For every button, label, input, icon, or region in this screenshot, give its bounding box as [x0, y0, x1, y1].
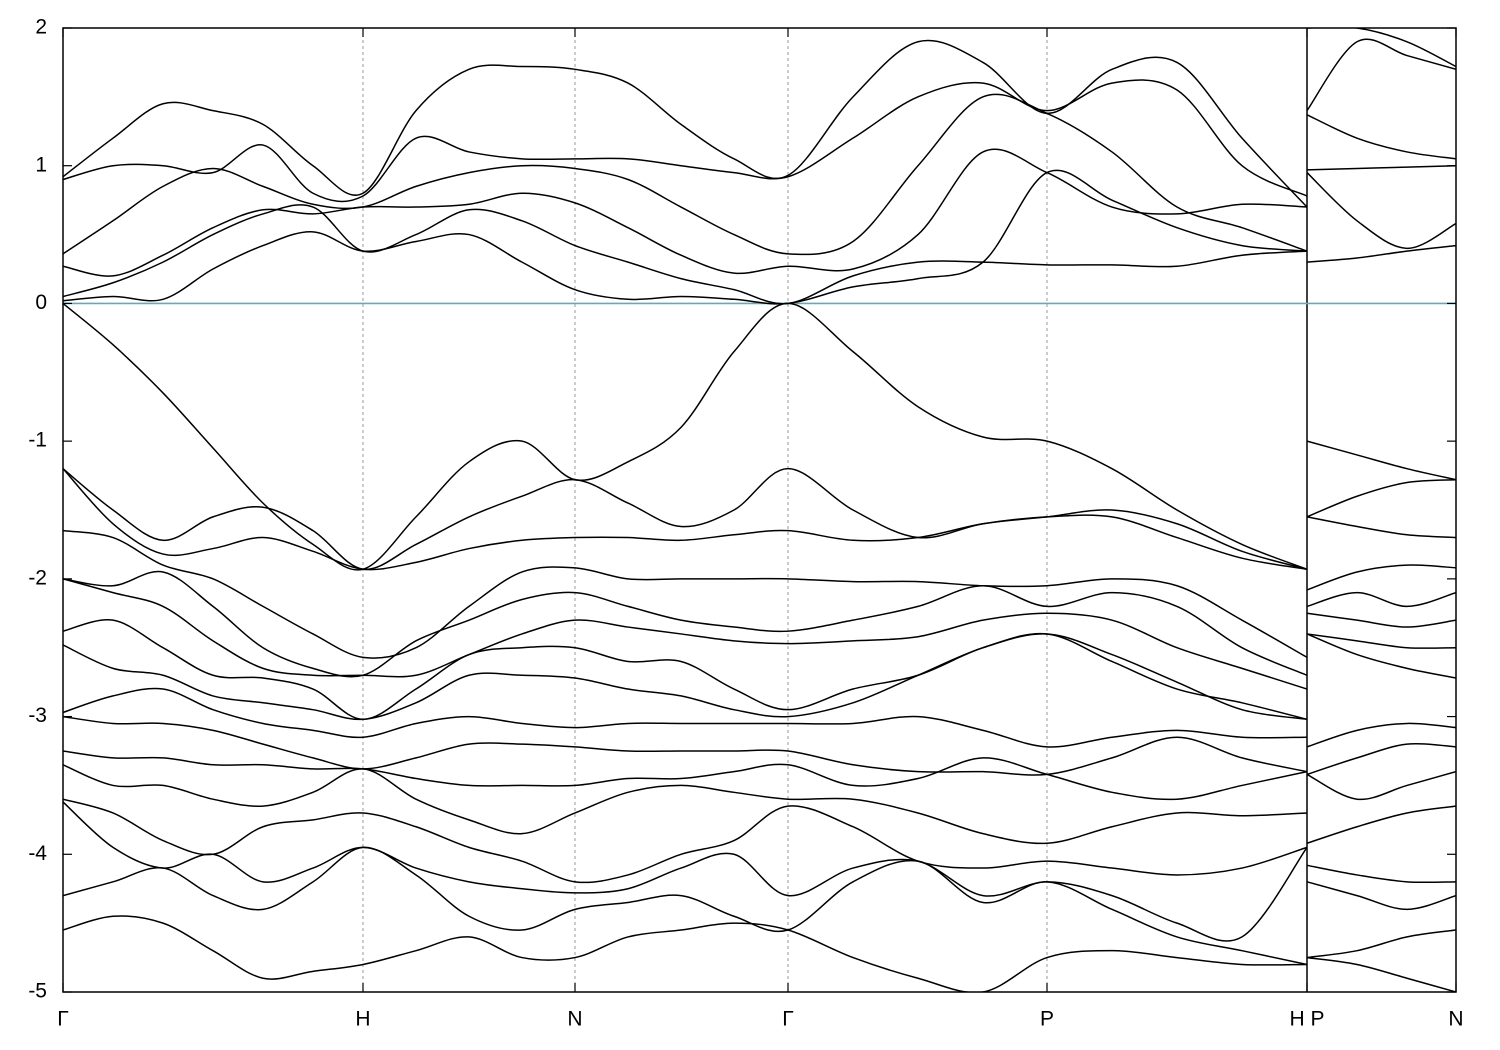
y-tick-label: 0 — [35, 291, 47, 314]
band — [63, 915, 1456, 992]
band — [63, 302, 1456, 571]
band — [63, 529, 1456, 659]
x-tick-label: H P — [1289, 1008, 1324, 1031]
x-tick-label: P — [1040, 1008, 1054, 1031]
band — [63, 28, 1456, 208]
band — [63, 798, 1456, 884]
plot-frame — [62, 27, 1457, 993]
band — [63, 148, 1456, 277]
band — [63, 467, 1456, 570]
band — [63, 578, 1456, 690]
band — [63, 750, 1456, 801]
grid — [63, 28, 1456, 992]
band — [63, 846, 1456, 966]
y-tick-label: -3 — [28, 704, 47, 727]
x-tick-label: H — [355, 1008, 370, 1031]
axes: -5 -4 -3 -2 -1 0 1 2 Γ H N Γ P H P N — [28, 16, 1463, 1031]
bands — [63, 28, 1456, 992]
band — [63, 764, 1456, 845]
band — [63, 801, 1456, 942]
band — [63, 169, 1456, 305]
y-tick-label: 1 — [35, 153, 47, 176]
y-tick-label: -2 — [28, 566, 47, 589]
band — [63, 38, 1456, 203]
x-tick-label: N — [1448, 1008, 1463, 1031]
band — [63, 633, 1456, 721]
band — [63, 687, 1456, 748]
y-tick-label: 2 — [35, 16, 47, 39]
band — [63, 715, 1456, 776]
y-tick-label: -4 — [28, 842, 47, 865]
band — [63, 570, 1456, 678]
x-tick-label: N — [567, 1008, 582, 1031]
band — [63, 172, 1456, 305]
band — [63, 93, 1456, 256]
band — [63, 619, 1456, 721]
x-tick-label: Γ — [782, 1008, 794, 1031]
band — [63, 468, 1456, 571]
y-tick-label: -1 — [28, 429, 47, 452]
y-tick-label: -5 — [28, 980, 47, 1003]
x-tick-label: Γ — [57, 1008, 69, 1031]
